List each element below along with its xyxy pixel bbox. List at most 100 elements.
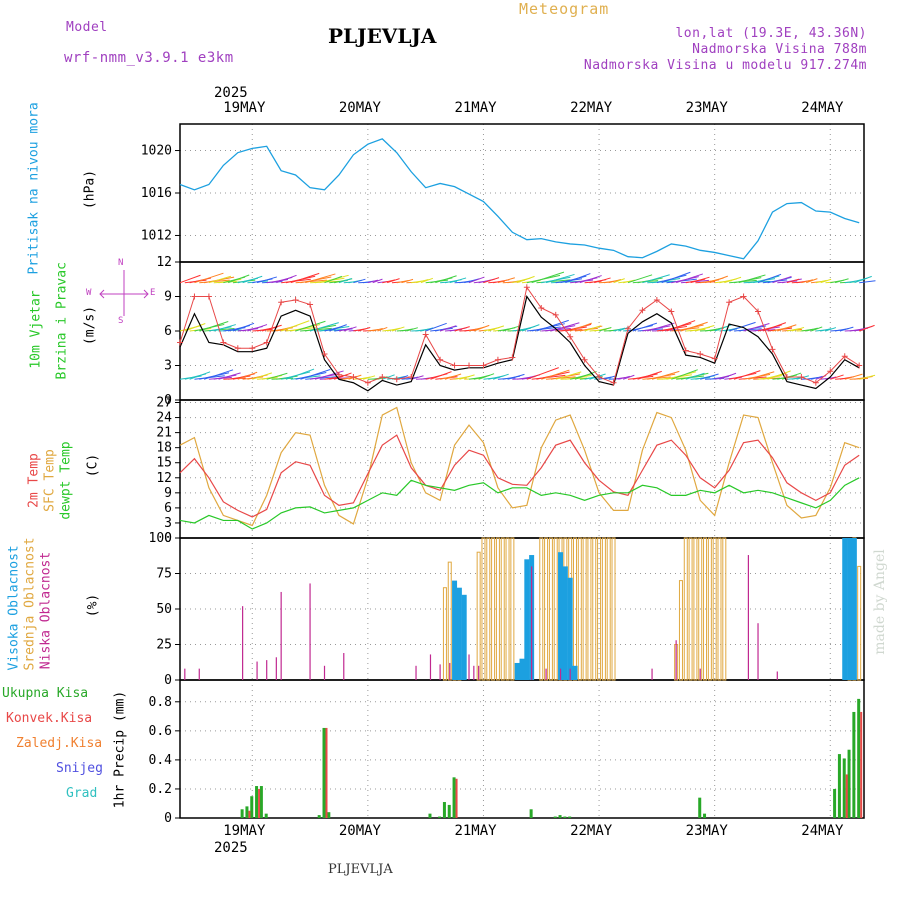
wind-arrow <box>415 279 429 284</box>
gust-marker <box>220 339 227 346</box>
mid-cloud-bar <box>611 537 616 681</box>
wind-arrow <box>208 275 232 284</box>
mid-cloud-bar <box>505 537 510 681</box>
gust-marker <box>552 311 559 318</box>
wind-arrow <box>343 326 357 332</box>
wind-arrow <box>724 276 742 284</box>
gust-marker <box>711 355 718 362</box>
wind-arrow <box>473 324 490 332</box>
wind-speed-line <box>179 295 860 392</box>
wind-arrow <box>358 327 371 332</box>
wind-arrow <box>791 326 805 332</box>
wind-arrow <box>203 369 234 380</box>
total-rain-bar <box>240 809 244 818</box>
wind-arrow <box>690 276 710 284</box>
wind-arrow <box>810 326 823 332</box>
model-elevation: Nadmorska Visina u modelu 917.274m <box>583 58 867 73</box>
wind-arrow <box>430 371 452 380</box>
high-cloud-bar <box>851 538 857 680</box>
wind-arrow <box>483 277 500 284</box>
wind-arrow <box>830 374 844 380</box>
wind-arrow <box>825 327 837 332</box>
wind-arrow <box>622 374 635 380</box>
wind-arrow <box>420 277 434 284</box>
compass-e: E <box>150 288 156 298</box>
total-rain-bar <box>558 815 562 818</box>
date-label-21may: 21MAY <box>454 823 497 839</box>
total-rain-bar <box>703 813 707 818</box>
wind-arrow <box>671 369 698 380</box>
compass-rose-icon <box>99 270 149 316</box>
wind-arrow <box>502 325 520 332</box>
wind-arrow <box>565 273 591 284</box>
lonlat: lon,lat (19.3E, 43.36N) <box>675 26 867 41</box>
wind-arrow <box>777 324 797 332</box>
wind-arrow <box>637 370 662 380</box>
dewpoint-line <box>179 477 860 530</box>
wind-arrow <box>521 324 540 332</box>
wind-arrow <box>613 327 626 332</box>
wind-arrow <box>579 275 602 284</box>
wind-arrow <box>608 279 622 284</box>
mid-cloud-bar <box>544 537 549 681</box>
wind-arrow <box>685 372 705 380</box>
y-tick-label: 6 <box>164 501 172 516</box>
wind-arrow <box>199 321 229 332</box>
wind-arrow <box>569 322 592 332</box>
panel-frame <box>179 123 865 263</box>
y-tick-label: 21 <box>156 426 172 441</box>
wind-arrow <box>252 372 272 380</box>
legend-freezing-rain: Zaledj.Kisa <box>16 736 103 751</box>
gust-marker <box>307 301 314 308</box>
mid-cloud-bar <box>582 537 587 681</box>
wind-arrow <box>391 326 405 332</box>
gust-marker <box>856 362 863 369</box>
total-rain-bar <box>250 796 254 818</box>
meteogram-title: Meteogram <box>519 0 610 18</box>
model-name: wrf-nmm_v3.9.1 e3km <box>64 50 234 66</box>
gust-marker <box>798 374 805 380</box>
wind-arrow <box>488 325 505 332</box>
y-tick-label: 24 <box>156 411 172 426</box>
y-tick-label: 9 <box>164 290 172 305</box>
gust-marker <box>812 379 819 386</box>
gust-marker <box>639 307 646 314</box>
wind-arrow <box>859 374 876 380</box>
wind-arrow <box>820 278 832 284</box>
wind-arrow <box>854 275 872 284</box>
wind-arrow <box>290 272 320 284</box>
gust-marker <box>205 293 212 300</box>
wind-arrow <box>700 373 719 380</box>
total-rain-bar <box>327 812 331 818</box>
legend-total-rain: Ukupna Kisa <box>2 686 89 701</box>
total-rain-bar <box>322 727 326 818</box>
model-label: Model <box>66 20 108 35</box>
y-tick-label: 0 <box>164 531 172 546</box>
high-cloud-bar <box>558 552 564 680</box>
date-label-22may: 22MAY <box>570 823 613 839</box>
mid-cloud-bar <box>707 537 712 681</box>
total-rain-bar <box>837 754 841 818</box>
total-rain-bar <box>563 816 567 818</box>
wind-arrow <box>661 271 691 284</box>
y-tick-label: 1020 <box>141 144 172 159</box>
gust-marker <box>335 371 342 378</box>
wind-arrow <box>411 375 424 380</box>
gust-marker <box>624 325 631 332</box>
wind-arrow <box>435 275 457 284</box>
mid-cloud-bar <box>597 537 602 681</box>
wind-arrow <box>492 373 509 380</box>
mid-cloud-bar <box>592 537 597 681</box>
wind-arrow <box>189 371 211 380</box>
gust-marker <box>726 299 733 306</box>
mid-cloud-bar <box>722 537 727 681</box>
wind-arrow <box>194 272 224 284</box>
date-label-20may: 20MAY <box>338 823 381 839</box>
y-tick-label: 12 <box>156 471 172 486</box>
panel-frame <box>179 679 865 819</box>
panel-frame <box>179 399 865 539</box>
sfc-temp-line <box>179 406 860 527</box>
wind-arrow <box>642 274 670 284</box>
mid-cloud-bar <box>510 537 515 681</box>
wind-arrow <box>497 277 515 284</box>
